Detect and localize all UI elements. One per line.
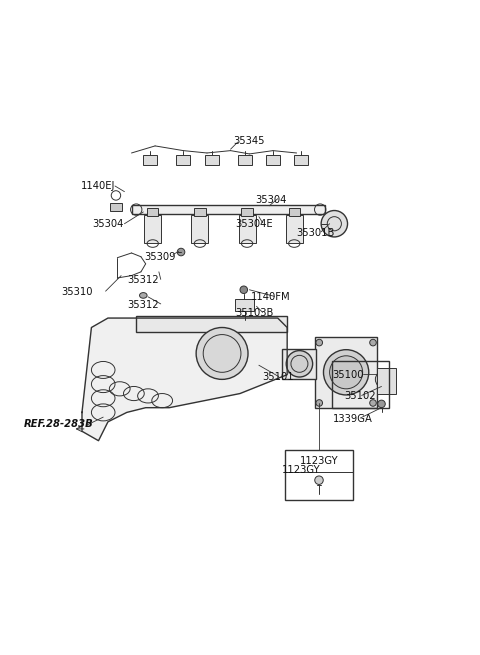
Ellipse shape (370, 400, 376, 406)
Bar (285, 450, 353, 500)
Text: 1123GY: 1123GY (300, 456, 338, 466)
Polygon shape (82, 318, 287, 441)
Ellipse shape (316, 339, 323, 346)
Bar (282, 348, 316, 379)
Bar (110, 203, 122, 210)
Bar (288, 208, 300, 216)
Bar (286, 215, 303, 242)
Text: 35304: 35304 (92, 219, 124, 229)
Bar (377, 367, 396, 394)
Ellipse shape (378, 400, 385, 407)
Bar (204, 155, 219, 165)
Text: 35312: 35312 (128, 300, 159, 310)
Text: 35345: 35345 (234, 136, 265, 146)
Ellipse shape (315, 476, 323, 485)
Text: 1339GA: 1339GA (333, 415, 373, 424)
Bar (315, 337, 377, 407)
Bar (266, 155, 280, 165)
Ellipse shape (370, 339, 376, 346)
Text: 35310: 35310 (61, 287, 93, 297)
Ellipse shape (240, 286, 248, 293)
Bar (241, 208, 253, 216)
Ellipse shape (286, 350, 312, 377)
Ellipse shape (375, 371, 392, 388)
Text: 1123GY: 1123GY (282, 465, 321, 475)
Text: 35102: 35102 (345, 391, 376, 401)
Text: 35103B: 35103B (235, 309, 273, 318)
Text: 35101: 35101 (262, 372, 294, 382)
Text: 35312: 35312 (128, 275, 159, 286)
Bar (294, 155, 308, 165)
Bar (192, 215, 208, 242)
Text: 35304E: 35304E (235, 219, 273, 229)
Text: 1140EJ: 1140EJ (81, 181, 116, 191)
Text: 35304: 35304 (255, 195, 287, 205)
Bar (144, 215, 161, 242)
Ellipse shape (316, 400, 323, 406)
Bar (332, 360, 389, 407)
Bar (238, 155, 252, 165)
Bar (176, 155, 191, 165)
Bar (194, 208, 205, 216)
Bar (239, 215, 255, 242)
Ellipse shape (321, 210, 348, 237)
Text: 35100: 35100 (333, 369, 364, 380)
Ellipse shape (140, 293, 147, 298)
Text: 35301B: 35301B (296, 228, 335, 238)
Text: REF.28-283B: REF.28-283B (24, 419, 93, 429)
Ellipse shape (330, 356, 362, 389)
Bar (136, 316, 287, 332)
Bar (147, 208, 158, 216)
Ellipse shape (324, 350, 369, 395)
Bar (132, 205, 325, 214)
Text: 1140FM: 1140FM (251, 292, 290, 302)
Bar (235, 299, 254, 311)
Bar (144, 155, 157, 165)
Ellipse shape (177, 248, 185, 256)
Text: 35309: 35309 (144, 252, 176, 262)
Ellipse shape (196, 328, 248, 379)
